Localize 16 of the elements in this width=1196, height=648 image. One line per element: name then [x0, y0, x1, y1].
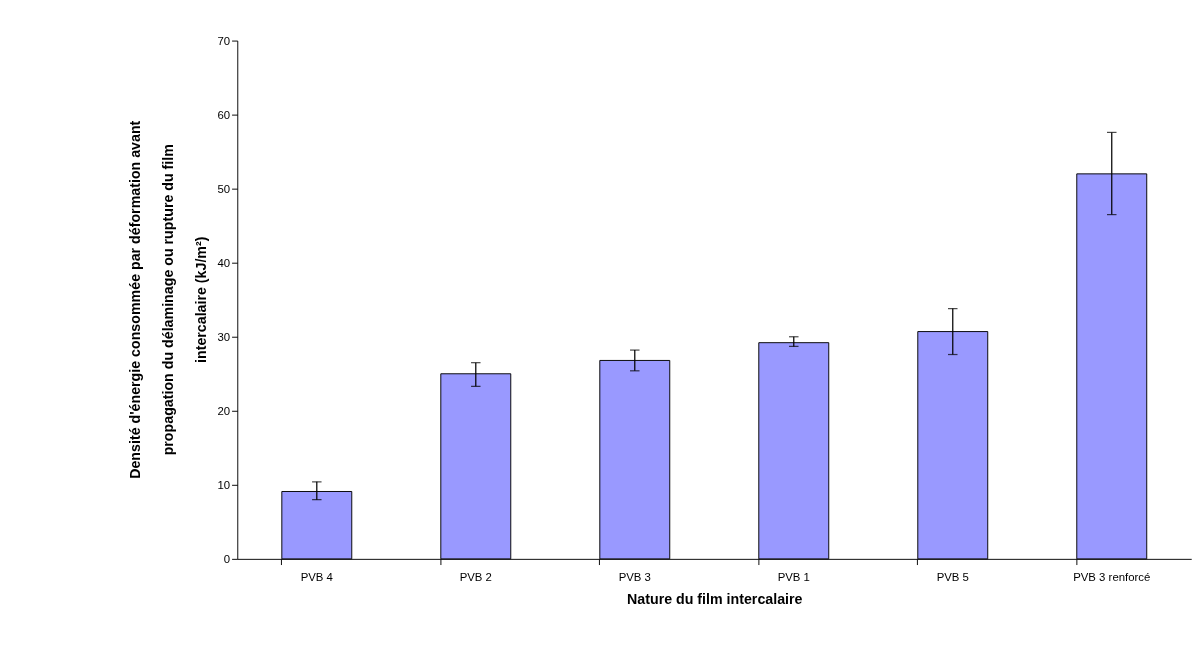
- y-tick-label: 30: [217, 331, 231, 344]
- x-tick-label: PVB 2: [459, 571, 492, 584]
- y-tick-label: 40: [217, 256, 231, 269]
- x-tick-label: PVB 1: [777, 571, 810, 584]
- y-tick-label: 10: [217, 479, 231, 492]
- y-tick-label: 70: [217, 34, 231, 47]
- x-axis-title: Nature du film intercalaire: [627, 590, 803, 607]
- x-tick-label: PVB 3: [618, 571, 651, 584]
- y-tick-label: 0: [223, 553, 231, 566]
- text: Densité d'énergie consommée par déformation avant propagation du délaminage ou rupture du film intercalaire (kJ/m²): [126, 120, 209, 479]
- y-tick-label: 50: [217, 182, 231, 195]
- x-tick-label: PVB 3 renforcé: [1073, 571, 1151, 584]
- x-tick-label: PVB 5: [936, 571, 969, 584]
- x-tick-label: PVB 4: [300, 571, 333, 584]
- y-tick-label: 20: [217, 405, 231, 418]
- y-tick-label: 60: [217, 108, 231, 121]
